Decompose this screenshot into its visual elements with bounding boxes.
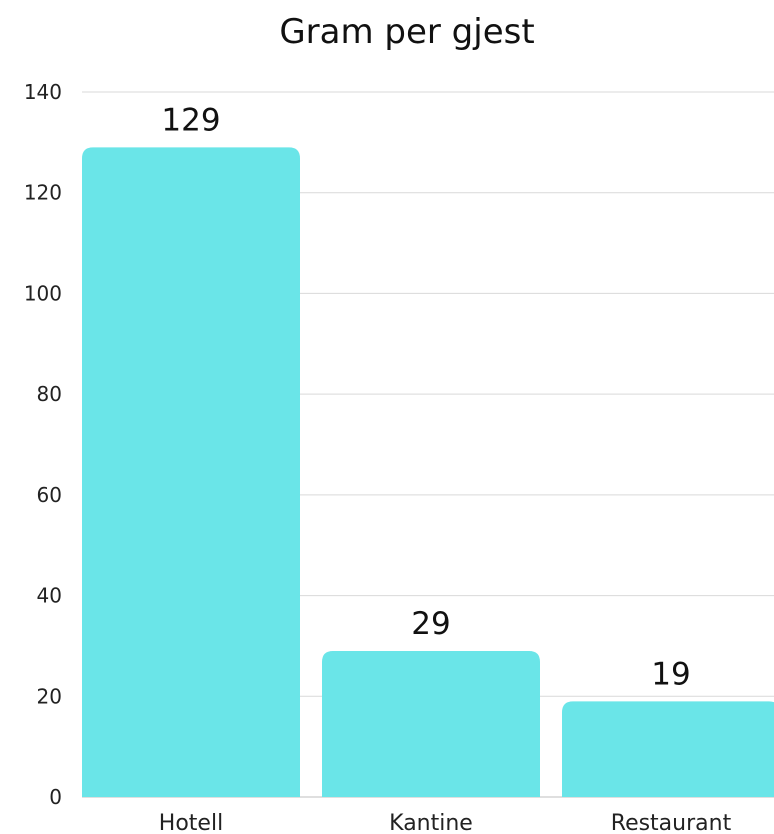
y-tick-label: 20 (37, 684, 62, 708)
bars (82, 147, 774, 798)
y-tick-label: 40 (37, 584, 62, 608)
x-axis-labels: Hotell Kantine Restaurant (159, 811, 732, 834)
y-tick-label: 100 (24, 281, 62, 305)
bar-restaurant (562, 701, 774, 797)
x-category-label-restaurant: Restaurant (611, 811, 732, 834)
bar-kantine (322, 650, 540, 797)
y-tick-label: 120 (24, 181, 62, 205)
bar-hotell (82, 147, 300, 798)
data-label-restaurant: 19 (651, 656, 690, 692)
x-category-label-kantine: Kantine (389, 811, 473, 834)
y-tick-label: 140 (24, 80, 62, 104)
y-tick-label: 60 (37, 483, 62, 507)
y-tick-label: 80 (37, 382, 62, 406)
data-label-kantine: 29 (411, 606, 450, 642)
y-axis-ticks: 0 20 40 60 80 100 120 140 (24, 80, 62, 809)
data-labels: 129 29 19 (161, 102, 690, 692)
data-label-hotell: 129 (161, 102, 220, 138)
x-category-label-hotell: Hotell (159, 811, 223, 834)
y-tick-label: 0 (49, 785, 62, 809)
chart-title: Gram per gjest (279, 12, 534, 52)
